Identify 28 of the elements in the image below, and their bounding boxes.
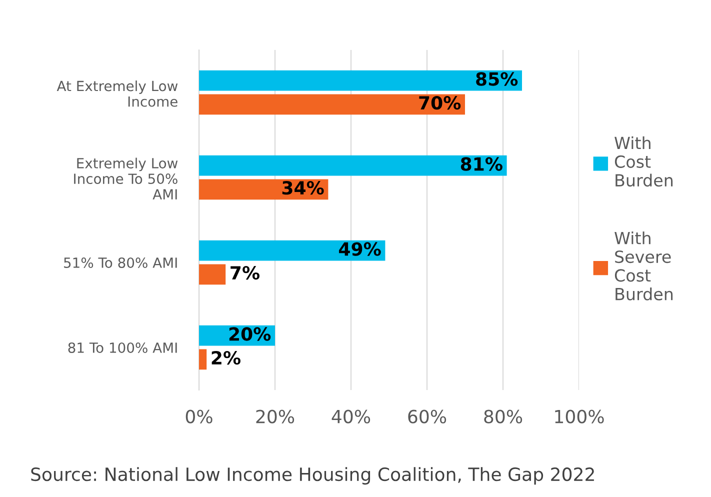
- legend-label: With Cost Burden: [614, 136, 673, 187]
- y-tick-label: At Extremely Low Income: [56, 80, 178, 107]
- bar: [199, 94, 465, 115]
- y-tick-label: Extremely Low Income To 50% AMI: [74, 158, 178, 200]
- x-tick-label: 0%: [186, 410, 212, 424]
- bar: [199, 70, 522, 91]
- y-tick-label: 51% To 80% AMI: [64, 257, 177, 268]
- data-label: 81%: [460, 157, 502, 171]
- data-label: 34%: [282, 180, 324, 195]
- bar: [199, 349, 207, 370]
- bar: [199, 155, 507, 176]
- source-note: Source: National Low Income Housing Coalition, The Gap 2022: [31, 467, 594, 485]
- data-label: 2%: [212, 350, 240, 365]
- x-tick-label: 40%: [332, 410, 370, 424]
- x-tick-label: 60%: [408, 410, 446, 424]
- x-tick-label: 80%: [484, 410, 522, 424]
- data-label: 70%: [419, 96, 461, 110]
- data-label: 49%: [338, 242, 381, 256]
- data-label: 85%: [476, 72, 518, 86]
- y-tick-label: 81 To 100% AMI: [68, 342, 177, 353]
- bar: [199, 240, 386, 261]
- data-label: 20%: [229, 327, 271, 341]
- x-tick-label: 100%: [555, 410, 604, 424]
- legend-label: With Severe Cost Burden: [614, 232, 673, 300]
- bar: [199, 179, 328, 200]
- data-label: 7%: [230, 266, 260, 280]
- x-tick-label: 20%: [256, 410, 294, 424]
- bar: [199, 264, 226, 285]
